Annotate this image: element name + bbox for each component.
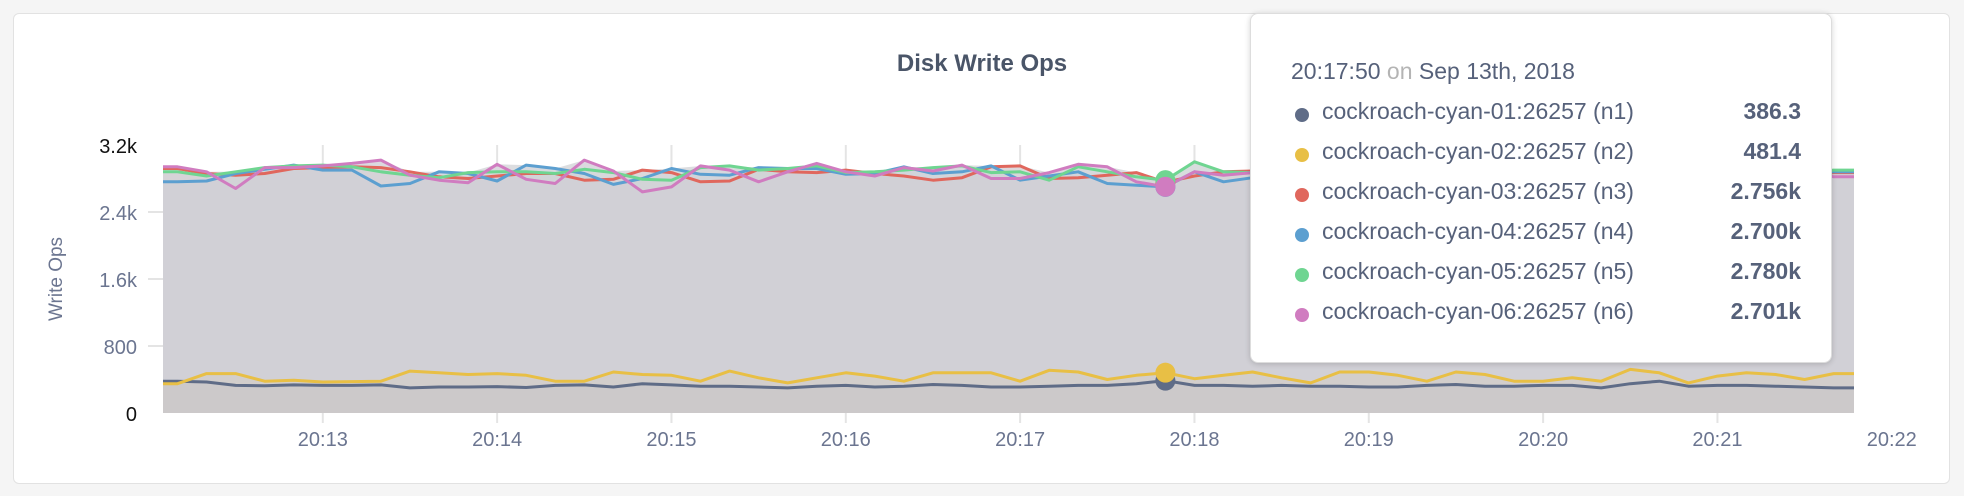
y-tick-label: 1.6k (99, 270, 138, 292)
tooltip-row: cockroach-cyan-05:26257 (n5) 2.780k (1291, 258, 1801, 298)
tooltip-row: cockroach-cyan-02:26257 (n2) 481.4 (1291, 138, 1801, 178)
x-tick-label: 20:13 (298, 429, 348, 451)
tooltip-series-label: cockroach-cyan-05:26257 (n5) (1322, 258, 1634, 284)
tooltip-series-label: cockroach-cyan-01:26257 (n1) (1322, 98, 1634, 124)
y-ticks: 0 800 1.6k 2.4k 3.2k (99, 136, 138, 426)
y-tick-label: 800 (104, 337, 137, 359)
series-line-n2 (163, 367, 1854, 386)
tooltip-series-label: cockroach-cyan-03:26257 (n3) (1322, 178, 1634, 204)
hover-marker-n2 (1155, 362, 1176, 383)
series-color-dot-icon (1295, 188, 1309, 202)
hover-markers (1155, 170, 1176, 391)
series-color-dot-icon (1295, 268, 1309, 282)
series-line-n1 (163, 379, 1854, 390)
series-color-dot-icon (1295, 308, 1309, 322)
tooltip-date: Sep 13th, 2018 (1418, 58, 1575, 84)
y-tick-label: 2.4k (99, 203, 138, 225)
tooltip-series-label: cockroach-cyan-06:26257 (n6) (1322, 298, 1634, 324)
tooltip-series-value: 386.3 (1743, 98, 1801, 124)
area-fill-1 (163, 380, 1854, 413)
x-tick-label: 20:20 (1518, 429, 1568, 451)
chart-title: Disk Write Ops (896, 50, 1068, 77)
tooltip-on: on (1386, 58, 1413, 84)
tooltip-row: cockroach-cyan-06:26257 (n6) 2.701k (1291, 298, 1801, 338)
x-tick-label: 20:15 (646, 429, 696, 451)
tooltip-series-value: 481.4 (1743, 138, 1801, 164)
x-tick-label: 20:19 (1344, 429, 1394, 451)
x-tick-label: 20:16 (821, 429, 871, 451)
series-color-dot-icon (1295, 108, 1309, 122)
tooltip-series-label: cockroach-cyan-02:26257 (n2) (1322, 138, 1634, 164)
tooltip-series-value: 2.701k (1730, 298, 1801, 324)
x-tick-label: 20:21 (1692, 429, 1742, 451)
hover-marker-n6 (1155, 176, 1176, 197)
hover-tooltip: 20:17:50 on Sep 13th, 2018 cockroach-cya… (1250, 13, 1832, 363)
x-tick-label: 20:22 (1867, 429, 1917, 451)
x-ticks: 20:13 20:14 20:15 20:16 20:17 20:18 20:19 20:20… (298, 429, 1917, 451)
tooltip-series-value: 2.756k (1730, 178, 1801, 204)
y-tick-label: 3.2k (99, 136, 138, 158)
tooltip-row: cockroach-cyan-03:26257 (n3) 2.756k (1291, 178, 1801, 218)
y-tick-label: 0 (126, 404, 137, 426)
tooltip-time: 20:17:50 (1291, 58, 1381, 84)
x-tick-label: 20:17 (995, 429, 1045, 451)
series-color-dot-icon (1295, 228, 1309, 242)
series-color-dot-icon (1295, 148, 1309, 162)
tooltip-header: 20:17:50 on Sep 13th, 2018 (1291, 58, 1575, 85)
y-axis-label: Write Ops (46, 237, 67, 321)
x-tick-label: 20:18 (1169, 429, 1219, 451)
tooltip-row: cockroach-cyan-01:26257 (n1) 386.3 (1291, 98, 1801, 138)
x-tick-label: 20:14 (472, 429, 522, 451)
tooltip-series-value: 2.700k (1730, 218, 1801, 244)
tooltip-row: cockroach-cyan-04:26257 (n4) 2.700k (1291, 218, 1801, 258)
tooltip-series-value: 2.780k (1730, 258, 1801, 284)
tooltip-series-label: cockroach-cyan-04:26257 (n4) (1322, 218, 1634, 244)
